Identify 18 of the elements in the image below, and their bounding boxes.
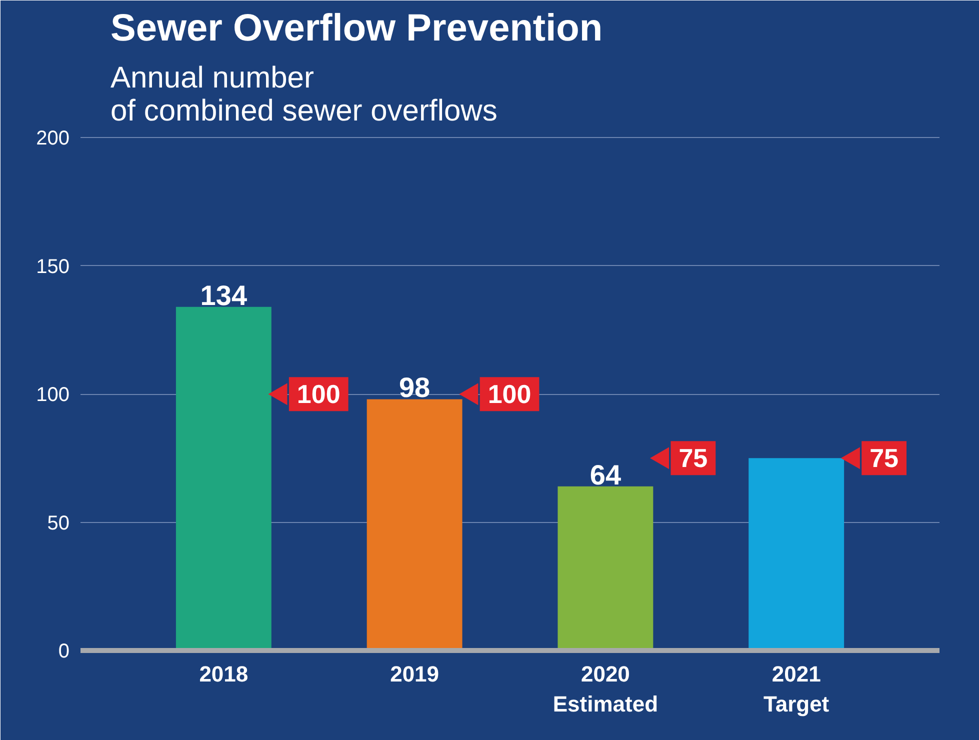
x-tick-label: 2020 Estimated [552, 662, 658, 716]
x-tick-label: 2018 [199, 662, 248, 686]
y-tick-label: 0 [58, 640, 70, 662]
data-label: 64 [590, 459, 622, 490]
y-tick-label: 50 [47, 512, 70, 534]
data-label: 100 [296, 379, 340, 410]
chart-subtitle: Annual number of combined sewer overflows [110, 62, 498, 128]
data-label: 100 [488, 379, 532, 410]
data-label: 75 [870, 443, 899, 474]
y-tick-label: 150 [36, 256, 70, 278]
data-label: 75 [678, 443, 708, 474]
x-tick-label: 2021 Target [764, 662, 830, 716]
y-tick-label: 100 [36, 384, 70, 406]
data-label: 98 [398, 372, 430, 404]
x-tick-label: 2019 [390, 662, 440, 686]
chart-title: Sewer Overflow Prevention [110, 8, 603, 50]
data-label: 134 [200, 280, 248, 311]
y-tick-label: 200 [36, 128, 70, 150]
